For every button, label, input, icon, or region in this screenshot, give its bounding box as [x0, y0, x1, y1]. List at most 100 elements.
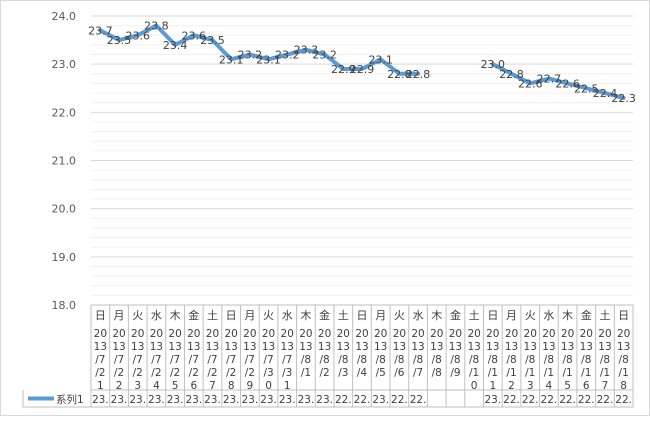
data-label: 23.1	[256, 53, 281, 66]
data-label: 23.1	[219, 53, 244, 66]
x-day-label: 水	[151, 309, 162, 322]
legend: 系列1	[28, 393, 84, 406]
table-value: 23.	[204, 394, 221, 406]
series-line	[98, 23, 626, 100]
x-date-label: 20 13/7/2 8	[224, 328, 237, 392]
table-value: 22.	[354, 394, 371, 406]
x-date-label: 20 13/7/2 1	[94, 328, 107, 392]
x-date-label: 20 13/8/8	[430, 328, 443, 379]
data-label: 23.2	[275, 49, 300, 62]
table-value: 23.	[260, 394, 277, 406]
series-line-segment	[490, 62, 626, 100]
gridlines	[91, 15, 633, 306]
x-day-label: 金	[450, 308, 461, 322]
x-day-label: 月	[506, 309, 517, 322]
x-day-label: 金	[581, 308, 592, 322]
table-value: 22.	[597, 394, 614, 406]
x-day-label: 日	[95, 309, 106, 322]
data-label: 22.6	[555, 77, 580, 90]
table-value: 22.	[335, 394, 352, 406]
series-line-segment	[98, 23, 421, 76]
x-day-label: 月	[375, 309, 386, 322]
x-day-label: 火	[263, 309, 274, 322]
table-value: 23.	[185, 394, 202, 406]
x-date-label: 20 13/7/3 1	[281, 328, 294, 392]
x-day-label: 月	[244, 309, 255, 322]
data-label: 22.9	[350, 63, 375, 76]
data-label: 22.9	[331, 63, 356, 76]
x-day-label: 水	[282, 309, 293, 322]
x-date-label: 20 13/8/1 2	[505, 328, 518, 392]
table-value: 23.	[111, 394, 128, 406]
table-value: 23.	[167, 394, 184, 406]
table-value: 23.	[129, 394, 146, 406]
x-date-label: 20 13/7/2 5	[168, 328, 181, 392]
legend-series-name: 系列1	[56, 393, 84, 406]
x-date-label: 20 13/8/5	[374, 328, 387, 379]
x-day-label: 土	[207, 309, 218, 322]
x-date-label: 20 13/8/9	[449, 328, 462, 379]
data-label: 22.8	[406, 68, 431, 81]
data-table: 日 20 13/7/2 1 月 20 13/7/2 2 火 20 13/7/2 3 水 20 13/7/2 4…	[22, 304, 634, 408]
x-date-label: 20 13/8/1 5	[561, 328, 574, 392]
x-day-label: 木	[170, 309, 181, 322]
x-day-label: 火	[132, 309, 143, 322]
data-label: 22.8	[387, 68, 412, 81]
y-tick-label: 23.0	[52, 58, 77, 71]
data-label: 23.6	[182, 29, 207, 42]
table-value: 22.	[391, 394, 408, 406]
table-value: 23.	[148, 394, 165, 406]
table-value: 23.	[223, 394, 240, 406]
y-tick-label: 19.0	[52, 251, 77, 264]
x-date-label: 20 13/7/2 6	[187, 328, 200, 392]
table-value: 22.	[578, 394, 595, 406]
x-day-label: 木	[562, 309, 573, 322]
data-label: 23.8	[144, 20, 169, 33]
x-date-label: 20 13/7/2 2	[112, 328, 125, 392]
data-label: 23.5	[200, 34, 225, 47]
data-label: 23.7	[88, 24, 113, 37]
table-value: 22.	[522, 394, 539, 406]
x-day-label: 火	[394, 309, 405, 322]
x-date-label: 20 13/7/2 9	[243, 328, 256, 392]
x-day-label: 日	[618, 309, 629, 322]
data-label: 22.3	[611, 92, 636, 105]
table-value: 23.	[316, 394, 333, 406]
x-day-label: 日	[487, 309, 498, 322]
table-value: 22.	[615, 394, 632, 406]
x-day-label: 金	[188, 308, 199, 322]
x-date-label: 20 13/7/2 7	[206, 328, 219, 392]
x-day-label: 月	[114, 309, 125, 322]
data-label: 22.7	[537, 73, 562, 86]
table-value: 23.	[484, 394, 501, 406]
x-date-label: 20 13/7/3 0	[262, 328, 275, 392]
x-date-label: 20 13/8/1 4	[542, 328, 555, 392]
x-date-label: 20 13/7/2 3	[131, 328, 144, 392]
x-date-label: 20 13/8/2	[318, 328, 331, 379]
data-label: 23.2	[238, 49, 263, 62]
x-day-label: 木	[431, 309, 442, 322]
x-day-label: 日	[226, 309, 237, 322]
x-date-label: 20 13/8/1 6	[580, 328, 593, 392]
x-day-label: 水	[543, 309, 554, 322]
table-value: 23.	[242, 394, 259, 406]
data-label: 23.6	[125, 29, 150, 42]
table-value: 23.	[372, 394, 389, 406]
table-value: 22.	[541, 394, 558, 406]
x-date-label: 20 13/8/1	[299, 328, 312, 379]
data-label: 23.3	[294, 44, 319, 57]
table-value: 22.	[410, 394, 427, 406]
x-day-label: 土	[338, 309, 349, 322]
data-label: 22.8	[499, 68, 524, 81]
data-label: 23.4	[163, 39, 188, 52]
table-value: 22.	[503, 394, 520, 406]
table-value: 23.	[279, 394, 296, 406]
x-day-label: 土	[469, 309, 480, 322]
data-label: 22.5	[574, 82, 599, 95]
x-day-label: 火	[525, 309, 536, 322]
x-day-label: 金	[319, 308, 330, 322]
table-value: 23.	[298, 394, 315, 406]
x-date-label: 20 13/8/1 1	[486, 328, 499, 392]
